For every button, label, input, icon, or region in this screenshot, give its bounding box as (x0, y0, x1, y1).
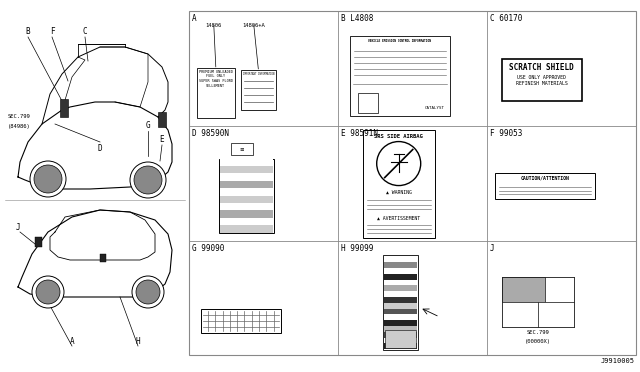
Bar (502, 277, 545, 302)
Bar (201, 309, 281, 333)
Bar (384, 326, 417, 332)
Bar (384, 279, 417, 285)
Bar (220, 218, 273, 225)
Circle shape (130, 162, 166, 198)
Bar (35, 237, 42, 247)
Text: A: A (192, 14, 196, 23)
Text: G: G (146, 121, 150, 130)
Text: E: E (160, 135, 164, 144)
Text: C 60170: C 60170 (490, 14, 522, 23)
Bar (220, 158, 273, 166)
Text: D 98590N: D 98590N (192, 129, 229, 138)
Bar (495, 173, 595, 199)
Text: F 99053: F 99053 (490, 129, 522, 138)
Text: H 99099: H 99099 (340, 244, 373, 253)
Bar (220, 181, 273, 188)
Bar (384, 256, 417, 262)
Text: (00000X): (00000X) (525, 339, 550, 344)
Bar (60, 99, 68, 117)
Circle shape (136, 280, 160, 304)
Bar (384, 303, 417, 308)
Bar (220, 203, 273, 210)
Bar (363, 129, 435, 238)
Bar (220, 188, 273, 196)
Text: ≡: ≡ (239, 146, 244, 151)
Text: D: D (98, 144, 102, 153)
Text: E 98591N: E 98591N (340, 129, 378, 138)
Bar (538, 302, 573, 327)
Bar (384, 274, 417, 279)
Bar (197, 68, 235, 118)
Circle shape (132, 276, 164, 308)
Bar (502, 277, 573, 327)
Bar (158, 112, 166, 127)
Text: CAUTION/ATTENTION: CAUTION/ATTENTION (520, 176, 569, 180)
Bar (231, 142, 253, 154)
Bar (241, 70, 276, 110)
Text: SEC.799: SEC.799 (526, 330, 549, 335)
Bar (502, 302, 538, 327)
Circle shape (134, 166, 162, 194)
Text: J: J (16, 223, 20, 232)
Text: PREMIUM UNLEADED
FUEL ONLY
SUPER 5WAS PLORD
SELLEMENT: PREMIUM UNLEADED FUEL ONLY SUPER 5WAS PL… (199, 70, 233, 88)
Bar (220, 210, 273, 218)
Bar (545, 277, 573, 302)
Bar (219, 158, 274, 232)
Text: (84986): (84986) (8, 124, 31, 129)
Text: SRS SIDE AIRBAG: SRS SIDE AIRBAG (374, 134, 423, 138)
Bar (384, 308, 417, 314)
Bar (384, 262, 417, 268)
Text: C: C (83, 27, 87, 36)
Bar (220, 173, 273, 181)
Bar (100, 254, 106, 262)
Bar (349, 36, 450, 116)
Bar (502, 59, 582, 101)
Text: 14806: 14806 (205, 23, 222, 28)
Bar (384, 314, 417, 320)
Text: IMPORTANT INFORMATION: IMPORTANT INFORMATION (243, 72, 274, 76)
Bar (384, 268, 417, 274)
Text: CATALYST: CATALYST (425, 106, 445, 110)
Bar (189, 11, 636, 355)
Text: SEC.799: SEC.799 (8, 114, 31, 119)
Bar (384, 320, 417, 326)
Bar (220, 196, 273, 203)
Circle shape (36, 280, 60, 304)
Bar (220, 166, 273, 173)
Bar (384, 297, 417, 303)
Text: J: J (490, 244, 494, 253)
Text: A: A (70, 337, 74, 346)
Circle shape (377, 142, 420, 186)
Text: 14806+A: 14806+A (243, 23, 265, 28)
Text: USE ONLY APPROVED
REFINISH MATERIALS: USE ONLY APPROVED REFINISH MATERIALS (516, 75, 568, 86)
Bar (384, 332, 417, 338)
Circle shape (34, 165, 62, 193)
Circle shape (30, 161, 66, 197)
Bar (220, 225, 273, 232)
Text: B L4808: B L4808 (340, 14, 373, 23)
Text: SCRATCH SHIELD: SCRATCH SHIELD (509, 63, 574, 72)
Bar (384, 338, 417, 343)
Circle shape (32, 276, 64, 308)
Bar (385, 330, 416, 348)
Text: B: B (26, 27, 30, 36)
Bar (383, 255, 418, 350)
Bar (358, 93, 378, 113)
Bar (384, 343, 417, 349)
Text: G 99090: G 99090 (192, 244, 224, 253)
Text: H: H (136, 337, 140, 346)
Text: ▲ WARNING: ▲ WARNING (386, 190, 412, 195)
Bar (384, 285, 417, 291)
Bar (384, 291, 417, 297)
Text: J9910005: J9910005 (601, 358, 635, 364)
Text: ▲ AVERTISSEMENT: ▲ AVERTISSEMENT (377, 215, 420, 221)
Text: VEHICLE EMISSION CONTROL INFORMATION: VEHICLE EMISSION CONTROL INFORMATION (368, 39, 431, 43)
Text: F: F (50, 27, 54, 36)
